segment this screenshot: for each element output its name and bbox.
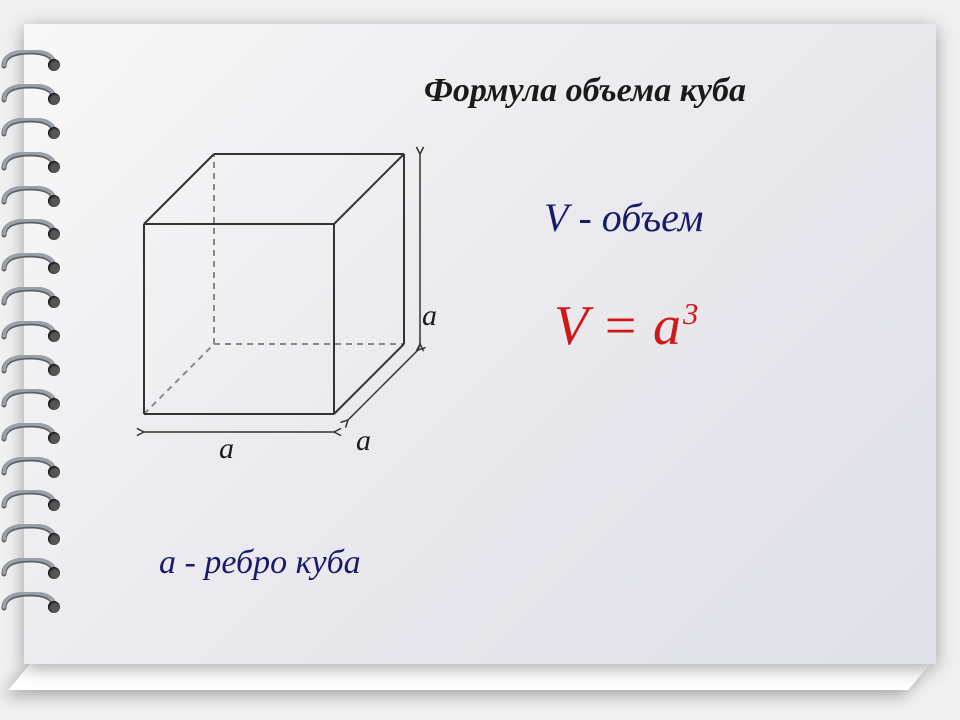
page-bottom-edge (8, 664, 930, 690)
spiral-ring (0, 558, 58, 586)
dash: - (176, 544, 204, 581)
volume-formula: V = a3 (554, 294, 698, 358)
spiral-ring (0, 457, 58, 485)
dim-label-height: a (422, 299, 437, 333)
notebook-page: Формула объема куба V - объем V = a3 a -… (24, 24, 936, 664)
dim-label-depth: a (356, 424, 371, 458)
edge-word: ребро куба (204, 544, 360, 581)
spiral-ring (0, 84, 58, 112)
spiral-ring (0, 524, 58, 552)
formula-base: a (653, 295, 681, 357)
formula-eq: = (587, 295, 653, 357)
spiral-ring (0, 592, 58, 620)
formula-exp: 3 (683, 297, 698, 331)
spiral-binding (0, 40, 70, 660)
edge-symbol: a (159, 544, 176, 581)
cube-svg (124, 124, 464, 504)
spiral-ring (0, 50, 58, 78)
spiral-ring (0, 321, 58, 349)
spiral-ring (0, 355, 58, 383)
spiral-ring (0, 152, 58, 180)
dash: - (568, 195, 601, 240)
spiral-ring (0, 287, 58, 315)
cube-diagram: a a a (124, 124, 444, 484)
volume-word: объем (602, 195, 704, 240)
spiral-ring (0, 389, 58, 417)
spiral-ring (0, 186, 58, 214)
spiral-ring (0, 253, 58, 281)
dim-label-width: a (219, 432, 234, 466)
page-title: Формула объема куба (424, 72, 746, 110)
spiral-ring (0, 219, 58, 247)
edge-definition: a - ребро куба (159, 544, 361, 582)
spiral-ring (0, 423, 58, 451)
volume-definition: V - объем (544, 194, 703, 241)
spiral-ring (0, 118, 58, 146)
spiral-ring (0, 490, 58, 518)
volume-symbol: V (544, 195, 568, 240)
formula-lhs: V (554, 295, 587, 357)
